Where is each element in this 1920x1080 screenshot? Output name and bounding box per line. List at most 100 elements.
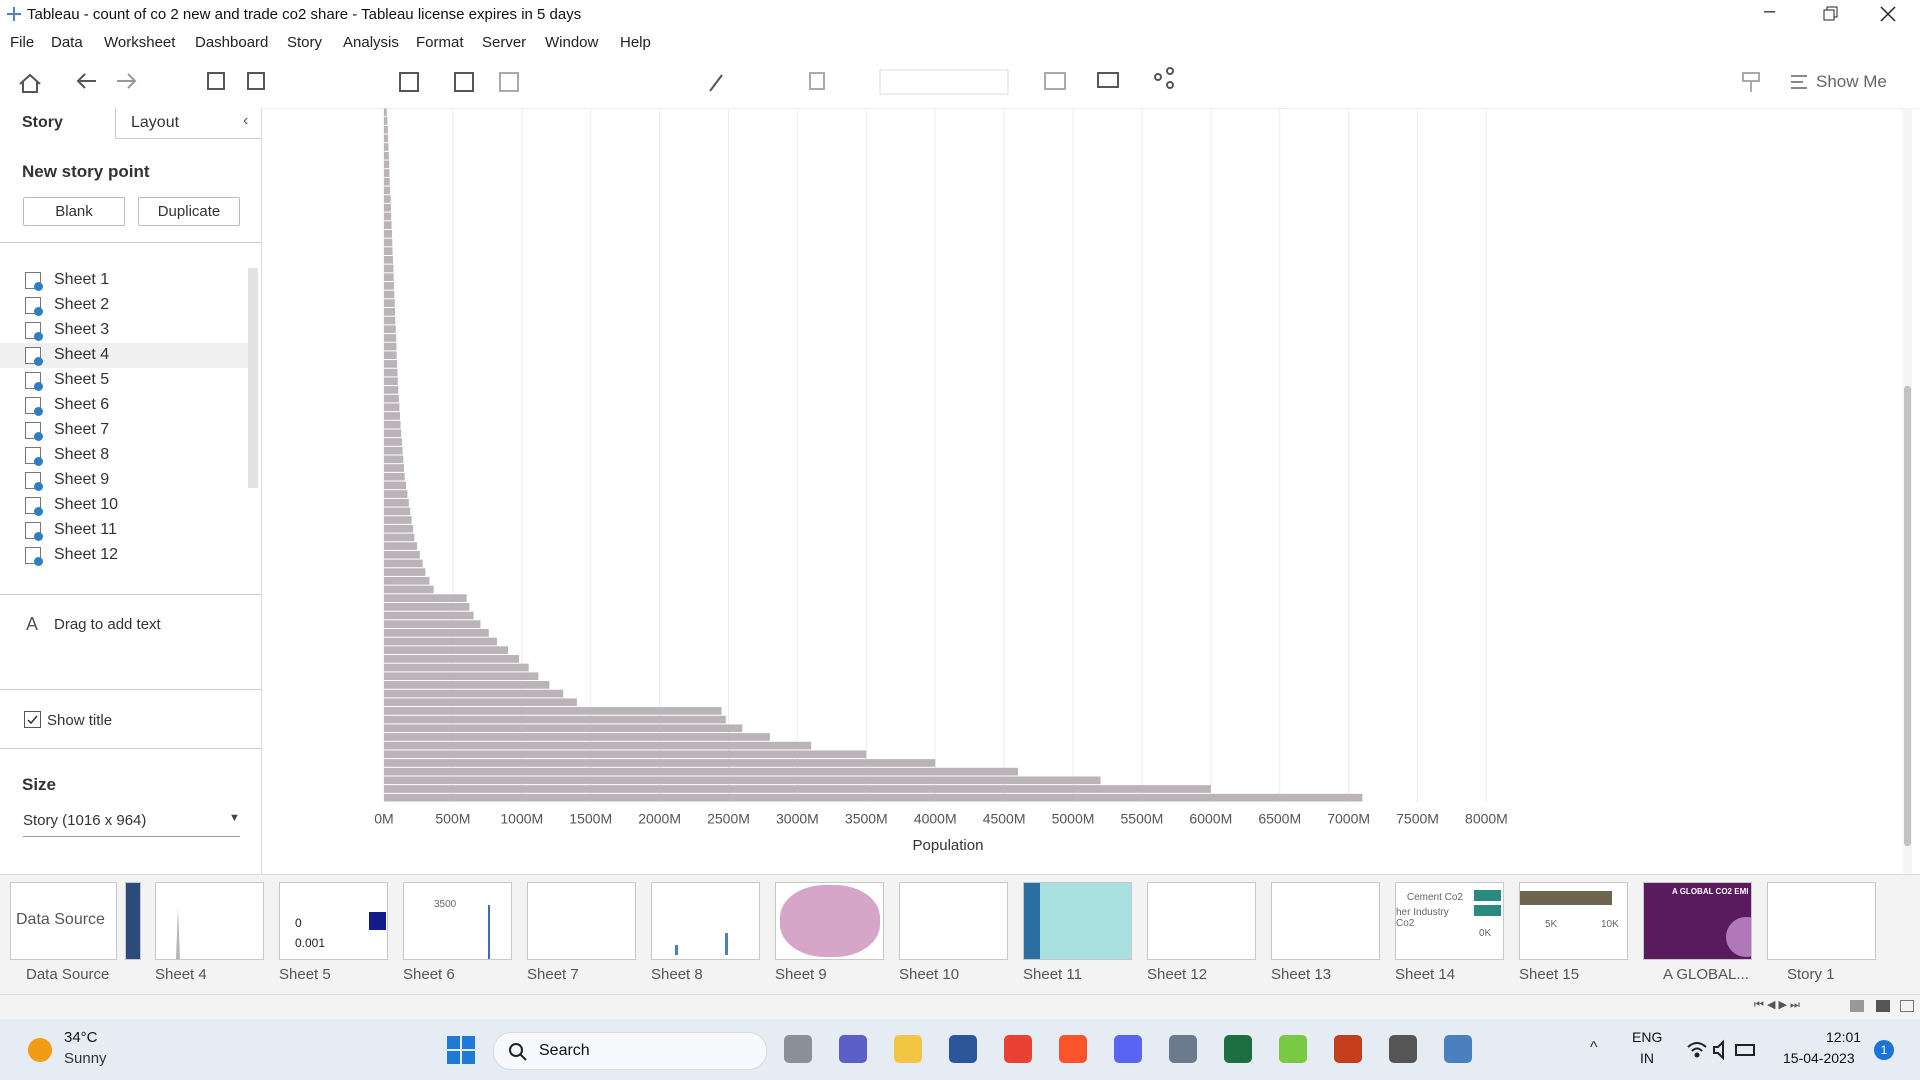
collapse-button[interactable]: ‹ (243, 112, 249, 129)
menu-item[interactable]: Help (620, 34, 651, 51)
sheet12-thumbnail[interactable] (1147, 882, 1256, 960)
sheet14-thumbnail[interactable]: Cement Co2 her Industry Co2 0K (1395, 882, 1504, 960)
drag-text-item[interactable]: Drag to add text (54, 616, 161, 633)
restore-button[interactable] (1822, 6, 1838, 22)
menu-item[interactable]: Format (416, 34, 464, 51)
menu-item[interactable]: Data (51, 34, 83, 51)
taskbar-app-icon[interactable] (1059, 1035, 1087, 1063)
sheet-item[interactable]: Sheet 4 (0, 343, 248, 368)
sheet-item[interactable]: Sheet 11 (0, 518, 248, 543)
tray-expand[interactable]: ^ (1590, 1039, 1598, 1056)
sheet-tab[interactable]: Sheet 12 (1147, 966, 1208, 983)
system-tray-icons[interactable] (1686, 1039, 1758, 1061)
menu-item[interactable]: Analysis (343, 34, 399, 51)
sheet-tab[interactable]: Sheet 10 (899, 966, 960, 983)
sheet-tab[interactable]: Sheet 8 (651, 966, 703, 983)
sheet-tab[interactable]: Sheet 6 (403, 966, 455, 983)
partial-thumbnail[interactable] (125, 882, 141, 960)
story-tab[interactable]: Story (22, 114, 63, 131)
taskbar-app-icon[interactable] (894, 1035, 922, 1063)
view-toggle[interactable] (1850, 1000, 1864, 1012)
layout-tab[interactable]: Layout (131, 114, 180, 131)
size-dropdown[interactable]: Story (1016 x 964) (23, 812, 147, 829)
region[interactable]: IN (1640, 1050, 1654, 1066)
sheet15-thumbnail[interactable]: 5K 10K (1519, 882, 1628, 960)
sheet-tab[interactable]: Sheet 9 (775, 966, 827, 983)
show-title-checkbox[interactable] (24, 711, 42, 729)
duplicate-button[interactable]: Duplicate (138, 197, 240, 226)
sheet-item[interactable]: Sheet 6 (0, 393, 248, 418)
sheet-tab[interactable]: A GLOBAL... (1663, 966, 1749, 983)
sheet10-thumbnail[interactable] (899, 882, 1008, 960)
scrollbar-thumb[interactable] (1904, 386, 1911, 846)
sheet-item[interactable]: Sheet 8 (0, 443, 248, 468)
sheet-tab[interactable]: Sheet 15 (1519, 966, 1580, 983)
menu-item[interactable]: Story (287, 34, 323, 51)
thumb-mark (1024, 883, 1040, 959)
taskbar-app-icon[interactable] (1389, 1035, 1417, 1063)
blank-button[interactable]: Blank (23, 197, 125, 226)
data-source-thumbnail[interactable]: Data Source (10, 882, 117, 960)
menu-item[interactable]: File (10, 34, 35, 51)
sheet-tab[interactable]: Sheet 14 (1395, 966, 1456, 983)
sheet-tab[interactable]: Sheet 7 (527, 966, 579, 983)
view-toggle[interactable] (1876, 1000, 1890, 1012)
taskbar-app-icon[interactable] (949, 1035, 977, 1063)
taskbar-app-icon[interactable] (1114, 1035, 1142, 1063)
language[interactable]: ENG (1632, 1029, 1663, 1045)
start-button[interactable] (446, 1035, 476, 1065)
tab-navigation[interactable]: ⏮ ◀ ▶ ⏭ (1754, 999, 1800, 1011)
story-thumbnail[interactable] (1767, 882, 1876, 960)
sheet-item[interactable]: Sheet 3 (0, 318, 248, 343)
sheet-item[interactable]: Sheet 12 (0, 543, 248, 568)
sheet-item[interactable]: Sheet 7 (0, 418, 248, 443)
show-me-button[interactable]: Show Me (1816, 72, 1887, 91)
bar (384, 715, 726, 724)
sheet5-thumbnail[interactable]: 0 0.001 (279, 882, 388, 960)
sheet8-thumbnail[interactable] (651, 882, 760, 960)
sheet-tab[interactable]: Story 1 (1787, 966, 1835, 983)
menu-item[interactable]: Server (482, 34, 527, 51)
clock-date[interactable]: 15-04-2023 (1783, 1050, 1855, 1066)
taskbar-app-icon[interactable] (1444, 1035, 1472, 1063)
sheet-tab[interactable]: Sheet 11 (1023, 966, 1082, 983)
taskbar-app-icon[interactable] (1169, 1035, 1197, 1063)
taskbar-app-icon[interactable] (1224, 1035, 1252, 1063)
sheet13-thumbnail[interactable] (1271, 882, 1380, 960)
taskbar-app-icon[interactable] (839, 1035, 867, 1063)
show-me-icon[interactable] (1789, 72, 1809, 92)
taskbar-app-icon[interactable] (1279, 1035, 1307, 1063)
menu-item[interactable]: Worksheet (104, 34, 176, 51)
sheet-tab[interactable]: Sheet 5 (279, 966, 331, 983)
sheet-tab[interactable]: Sheet 13 (1271, 966, 1332, 983)
dropdown-arrow[interactable]: ▼ (229, 812, 240, 824)
minimize-button[interactable]: – (1764, 0, 1776, 22)
sheet-tab[interactable]: Data Source (26, 966, 110, 983)
weather-icon[interactable] (28, 1038, 52, 1062)
sheet9-thumbnail[interactable] (775, 882, 884, 960)
sheet-item[interactable]: Sheet 2 (0, 293, 248, 318)
menu-item[interactable]: Dashboard (195, 34, 269, 51)
notification-badge[interactable]: 1 (1874, 1040, 1894, 1060)
sheet4-thumbnail[interactable] (155, 882, 264, 960)
sheet-item[interactable]: Sheet 10 (0, 493, 248, 518)
sheet7-thumbnail[interactable] (527, 882, 636, 960)
sheet-item[interactable]: Sheet 1 (0, 268, 248, 293)
taskbar-app-icon[interactable] (1334, 1035, 1362, 1063)
search-box[interactable]: Search (493, 1032, 767, 1070)
sheet-list-scrollbar[interactable] (248, 268, 258, 488)
global-thumbnail[interactable]: A GLOBAL CO2 EMI (1643, 882, 1752, 960)
sheet-tab[interactable]: Sheet 4 (155, 966, 207, 983)
taskbar-app-icon[interactable] (784, 1035, 812, 1063)
sheet-item[interactable]: Sheet 9 (0, 468, 248, 493)
sheet6-thumbnail[interactable]: 3500 (403, 882, 512, 960)
bar (384, 594, 467, 602)
close-button[interactable] (1880, 6, 1896, 22)
taskbar-app-icon[interactable] (1004, 1035, 1032, 1063)
sheet-item[interactable]: Sheet 5 (0, 368, 248, 393)
menu-item[interactable]: Window (545, 34, 599, 51)
view-toggle[interactable] (1900, 1000, 1914, 1012)
sheet11-thumbnail[interactable] (1023, 882, 1132, 960)
clock-time[interactable]: 12:01 (1826, 1029, 1862, 1045)
format-painter-icon[interactable] (1740, 70, 1764, 94)
